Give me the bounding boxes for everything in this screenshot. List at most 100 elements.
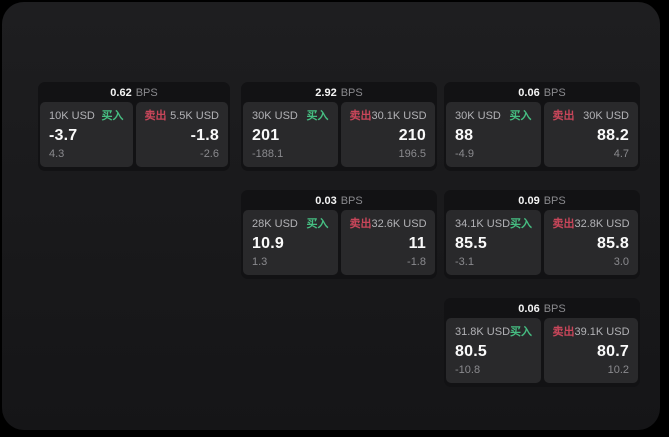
sell-labels-row: 卖出 30K USD [553,110,630,122]
quote-card: 0.09 BPS 34.1K USD 买入 85.5 -3.1 卖出 32.8K… [444,190,640,279]
sell-labels-row: 卖出 5.5K USD [145,110,220,122]
buy-side-label: 买入 [101,110,124,122]
buy-price: 85.5 [455,234,487,252]
buy-labels-row: 30K USD 买入 [252,110,329,122]
buy-change: -188.1 [252,148,284,160]
buy-labels-row: 30K USD 买入 [455,110,532,122]
sell-amount: 39.1K USD [574,326,630,338]
sell-price: 210 [398,126,426,144]
sell-amount: 30.1K USD [371,110,427,122]
bps-unit-label: BPS [135,86,158,99]
buy-amount: 10K USD [49,110,95,122]
quote-card: 0.06 BPS 31.8K USD 买入 80.5 -10.8 卖出 39.1… [444,298,640,387]
quote-card: 2.92 BPS 30K USD 买入 201 -188.1 卖出 30.1K … [241,82,437,171]
app-window: 0.62 BPS 10K USD 买入 -3.7 4.3 卖出 5.5K USD… [2,2,660,430]
sell-side-label: 卖出 [144,110,167,122]
buy-panel[interactable]: 31.8K USD 买入 80.5 -10.8 [446,318,541,383]
bps-value: 0.62 [110,86,132,99]
sell-panel[interactable]: 卖出 30.1K USD 210 196.5 [340,102,435,167]
sell-change: 196.5 [398,148,426,160]
quote-body: 10K USD 买入 -3.7 4.3 卖出 5.5K USD -1.8 -2.… [38,100,230,169]
buy-panel[interactable]: 28K USD 买入 10.9 1.3 [243,210,338,275]
quote-body: 31.8K USD 买入 80.5 -10.8 卖出 39.1K USD 80.… [444,316,640,385]
buy-side-label: 买入 [510,218,533,230]
sell-labels-row: 卖出 30.1K USD [350,110,427,122]
buy-price: 80.5 [455,342,487,360]
sell-panel[interactable]: 卖出 32.6K USD 11 -1.8 [340,210,435,275]
buy-panel[interactable]: 30K USD 买入 201 -188.1 [243,102,338,167]
bps-unit-label: BPS [340,86,363,99]
sell-side-label: 卖出 [349,110,372,122]
buy-panel[interactable]: 30K USD 买入 88 -4.9 [446,102,541,167]
quote-card: 0.62 BPS 10K USD 买入 -3.7 4.3 卖出 5.5K USD… [38,82,230,171]
sell-change: -2.6 [200,148,219,160]
buy-panel[interactable]: 10K USD 买入 -3.7 4.3 [40,102,133,167]
buy-change: -10.8 [455,364,481,376]
sell-change: -1.8 [407,256,426,268]
buy-labels-row: 10K USD 买入 [49,110,124,122]
bps-value: 0.06 [518,302,540,315]
bps-header: 0.62 BPS [38,82,230,100]
sell-price: 80.7 [597,342,629,360]
sell-side-label: 卖出 [349,218,372,230]
sell-side-label: 卖出 [552,218,575,230]
bps-value: 0.03 [315,194,337,207]
quote-card: 0.06 BPS 30K USD 买入 88 -4.9 卖出 30K USD 8… [444,82,640,171]
quote-body: 34.1K USD 买入 85.5 -3.1 卖出 32.8K USD 85.8… [444,208,640,277]
buy-amount: 31.8K USD [455,326,511,338]
buy-panel[interactable]: 34.1K USD 买入 85.5 -3.1 [446,210,541,275]
buy-change: 4.3 [49,148,65,160]
buy-change: -3.1 [455,256,474,268]
sell-side-label: 卖出 [552,326,575,338]
buy-amount: 28K USD [252,218,298,230]
bps-value: 0.09 [518,194,540,207]
buy-price: 10.9 [252,234,284,252]
sell-panel[interactable]: 卖出 30K USD 88.2 4.7 [543,102,638,167]
quote-card: 0.03 BPS 28K USD 买入 10.9 1.3 卖出 32.6K US… [241,190,437,279]
bps-value: 0.06 [518,86,540,99]
buy-amount: 30K USD [455,110,501,122]
bps-value: 2.92 [315,86,337,99]
buy-price: 88 [455,126,474,144]
buy-labels-row: 28K USD 买入 [252,218,329,230]
buy-side-label: 买入 [509,110,532,122]
quote-body: 30K USD 买入 201 -188.1 卖出 30.1K USD 210 1… [241,100,437,169]
sell-labels-row: 卖出 32.6K USD [350,218,427,230]
sell-change: 3.0 [613,256,629,268]
quote-body: 30K USD 买入 88 -4.9 卖出 30K USD 88.2 4.7 [444,100,640,169]
buy-change: -4.9 [455,148,474,160]
buy-price: 201 [252,126,280,144]
sell-price: -1.8 [190,126,219,144]
sell-change: 10.2 [607,364,629,376]
sell-labels-row: 卖出 39.1K USD [553,326,630,338]
buy-labels-row: 31.8K USD 买入 [455,326,532,338]
sell-panel[interactable]: 卖出 39.1K USD 80.7 10.2 [543,318,638,383]
sell-price: 11 [408,234,426,252]
buy-side-label: 买入 [306,110,329,122]
bps-unit-label: BPS [543,194,566,207]
sell-amount: 32.6K USD [371,218,427,230]
sell-labels-row: 卖出 32.8K USD [553,218,630,230]
bps-header: 0.06 BPS [444,298,640,316]
buy-labels-row: 34.1K USD 买入 [455,218,532,230]
quote-body: 28K USD 买入 10.9 1.3 卖出 32.6K USD 11 -1.8 [241,208,437,277]
sell-side-label: 卖出 [552,110,575,122]
buy-side-label: 买入 [306,218,329,230]
sell-amount: 5.5K USD [170,110,219,122]
bps-unit-label: BPS [543,302,566,315]
sell-price: 85.8 [597,234,629,252]
sell-amount: 30K USD [583,110,629,122]
sell-panel[interactable]: 卖出 5.5K USD -1.8 -2.6 [135,102,228,167]
buy-change: 1.3 [252,256,268,268]
buy-side-label: 买入 [510,326,533,338]
sell-change: 4.7 [613,148,629,160]
bps-header: 2.92 BPS [241,82,437,100]
buy-amount: 34.1K USD [455,218,511,230]
bps-unit-label: BPS [543,86,566,99]
sell-price: 88.2 [597,126,629,144]
buy-price: -3.7 [49,126,78,144]
bps-header: 0.03 BPS [241,190,437,208]
sell-amount: 32.8K USD [574,218,630,230]
bps-unit-label: BPS [340,194,363,207]
sell-panel[interactable]: 卖出 32.8K USD 85.8 3.0 [543,210,638,275]
